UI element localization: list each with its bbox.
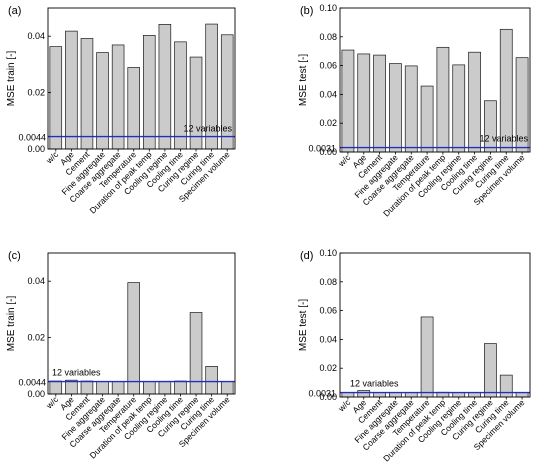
y-tick-label: 0.08 bbox=[319, 32, 337, 42]
y-axis-title: MSE train [-] bbox=[6, 296, 17, 352]
chart-panel-2: (b) MSE test [-] 0.0031 12 variables 0.00 0.0… bbox=[298, 3, 531, 219]
bar-w-c bbox=[341, 49, 355, 153]
bar-coarse-aggregate bbox=[111, 44, 125, 150]
chart-panel-3: (c) MSE train [-] 0.0044 12 variables 0.00 0.… bbox=[6, 250, 236, 461]
bar-cement bbox=[373, 54, 386, 153]
bar-temperature bbox=[420, 316, 434, 398]
y-tick-label: 0.02 bbox=[319, 118, 337, 128]
bar-duration-of-peak-temp bbox=[436, 46, 450, 153]
chart-panel-1: (a) MSE train [-] 0.0044 12 variables 0.00 0.… bbox=[6, 5, 236, 216]
bar-curing-regime bbox=[484, 343, 497, 398]
baseline-annotation: 12 variables bbox=[479, 134, 528, 144]
bar-temperature bbox=[127, 282, 140, 395]
y-tick-label: 0.00 bbox=[319, 147, 337, 157]
y-tick-label: 0.00 bbox=[27, 389, 45, 399]
y-tick-label: 0.00 bbox=[319, 392, 337, 402]
bar-cement bbox=[80, 380, 94, 395]
bar-w-c bbox=[49, 46, 63, 150]
baseline-value-label: 0.0031 bbox=[308, 144, 336, 154]
x-tick-label: w/c bbox=[43, 149, 60, 166]
x-tick-label: w/c bbox=[43, 394, 60, 411]
chart-panel-4: (d) MSE test [-] 0.0031 12 variables 0.00 0.0… bbox=[298, 248, 531, 464]
bar-duration-of-peak-temp bbox=[143, 34, 156, 150]
bar-curing-regime bbox=[484, 100, 497, 153]
bar-curing-time bbox=[205, 366, 218, 395]
plot-frame bbox=[339, 7, 531, 153]
y-axis-title: MSE train [-] bbox=[6, 51, 17, 107]
bar-curing-regime bbox=[189, 56, 203, 150]
bar-duration-of-peak-temp bbox=[143, 381, 156, 395]
bar-temperature bbox=[420, 85, 434, 153]
y-tick-label: 0.00 bbox=[27, 144, 45, 154]
plot-frame bbox=[47, 7, 236, 150]
y-tick-label: 0.06 bbox=[319, 306, 337, 316]
y-tick-label: 0.04 bbox=[319, 334, 337, 344]
baseline-value-label: 0.0031 bbox=[308, 389, 336, 399]
panel-label: (b) bbox=[300, 5, 313, 17]
bar-cooling-regime bbox=[158, 24, 172, 150]
baseline-value-label: 0.0044 bbox=[18, 378, 46, 388]
bar-curing-time bbox=[499, 374, 513, 398]
x-tick-label: w/c bbox=[336, 152, 353, 169]
bar-age bbox=[65, 30, 78, 150]
x-tick-label: w/c bbox=[336, 397, 353, 414]
bar-cooling-regime bbox=[158, 380, 172, 395]
y-tick-label: 0.10 bbox=[319, 3, 337, 13]
bar-fine-aggregate bbox=[389, 63, 402, 153]
panel-label: (c) bbox=[8, 250, 21, 262]
y-tick-label: 0.02 bbox=[27, 333, 45, 343]
bar-fine-aggregate bbox=[96, 52, 109, 150]
bar-specimen-volume bbox=[220, 381, 234, 395]
bar-coarse-aggregate bbox=[111, 381, 125, 395]
panel-label: (a) bbox=[8, 5, 21, 17]
y-tick-label: 0.06 bbox=[319, 61, 337, 71]
y-tick-label: 0.04 bbox=[27, 276, 45, 286]
baseline-value-label: 0.0044 bbox=[18, 133, 46, 143]
bar-w-c bbox=[49, 380, 63, 395]
bar-cement bbox=[80, 38, 94, 150]
y-tick-label: 0.08 bbox=[319, 277, 337, 287]
bar-age bbox=[357, 390, 371, 398]
y-axis-title: MSE test [-] bbox=[298, 299, 309, 351]
bar-age bbox=[357, 53, 371, 153]
bar-cooling-regime bbox=[452, 64, 466, 153]
bar-cooling-time bbox=[174, 380, 187, 395]
y-tick-label: 0.02 bbox=[319, 363, 337, 373]
bar-coarse-aggregate bbox=[404, 65, 418, 153]
y-tick-label: 0.10 bbox=[319, 248, 337, 258]
baseline-annotation: 12 variables bbox=[52, 368, 101, 378]
bar-fine-aggregate bbox=[96, 381, 109, 395]
baseline-annotation: 12 variables bbox=[350, 379, 399, 389]
plot-frame bbox=[47, 252, 236, 395]
baseline-annotation: 12 variables bbox=[183, 124, 232, 134]
y-axis-title: MSE test [-] bbox=[298, 54, 309, 106]
panel-label: (d) bbox=[300, 250, 313, 262]
y-tick-label: 0.02 bbox=[27, 88, 45, 98]
y-tick-label: 0.04 bbox=[319, 89, 337, 99]
plot-frame bbox=[339, 252, 531, 398]
y-tick-label: 0.04 bbox=[27, 31, 45, 41]
